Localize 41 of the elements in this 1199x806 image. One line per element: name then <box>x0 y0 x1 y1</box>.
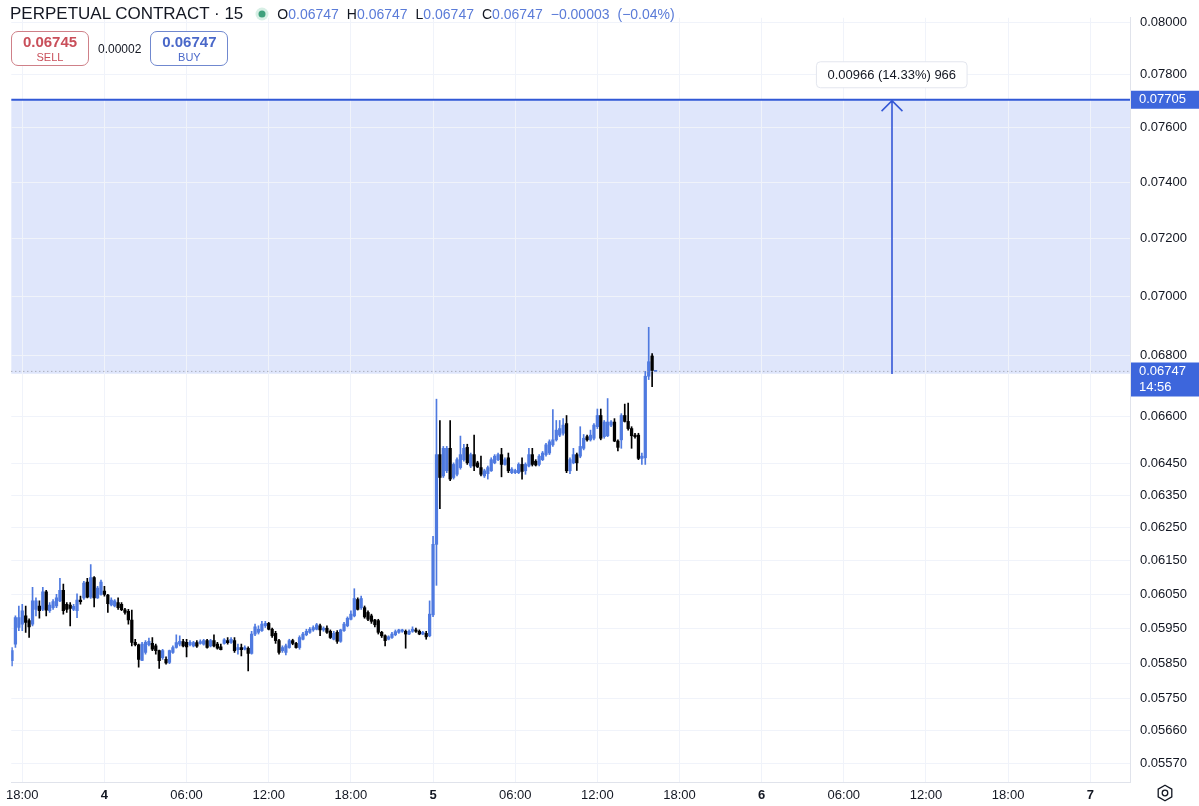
x-tick-label: 06:00 <box>170 787 203 803</box>
y-tick-label: 0.07800 <box>1140 66 1187 82</box>
y-tick-label: 0.07200 <box>1140 230 1187 246</box>
annotation: 0.06747 BUY <box>162 33 217 63</box>
ref-line-label: 0.07705 <box>1139 91 1186 107</box>
y-tick-label: 0.06150 <box>1140 552 1187 568</box>
x-tick-label: 7 <box>1086 787 1094 803</box>
y-tick-label: 0.05750 <box>1140 690 1187 706</box>
x-tick-label: 4 <box>100 787 109 803</box>
y-tick-label: 0.06600 <box>1140 408 1187 424</box>
x-tick-label: 06:00 <box>827 787 861 803</box>
y-tick-label: 0.05850 <box>1140 654 1187 670</box>
y-tick-label: 0.07000 <box>1140 287 1187 303</box>
y-tick-label: 0.05570 <box>1140 755 1187 771</box>
chart-title: PERPETUAL CONTRACT · 15 <box>10 4 244 24</box>
y-tick-label: 0.07600 <box>1140 119 1187 135</box>
x-tick-label: 5 <box>429 787 437 803</box>
annotation: 0.00002 <box>98 41 142 56</box>
annotation: 0.06745 SELL <box>22 33 78 63</box>
x-tick-label: 18:00 <box>334 787 368 803</box>
y-tick-label: 0.06450 <box>1140 455 1187 471</box>
y-tick-label: 0.05660 <box>1140 722 1187 738</box>
candlestick <box>68 602 72 627</box>
y-tick-label: 0.07400 <box>1140 173 1187 189</box>
y-tick-label: 0.06050 <box>1140 586 1187 602</box>
x-tick-label: 12:00 <box>252 787 286 803</box>
x-tick-label: 12:00 <box>581 787 614 803</box>
y-tick-label: 0.06800 <box>1140 346 1187 362</box>
ref-line-label: 0.06747 14:56 <box>1139 362 1186 394</box>
y-tick-label: 0.08000 <box>1140 14 1187 30</box>
x-tick-label: 6 <box>758 787 766 803</box>
y-tick-label: 0.06250 <box>1140 519 1187 535</box>
annotation: 0.00966 (14.33%) 966 <box>827 67 957 83</box>
x-tick-label: 12:00 <box>909 787 943 803</box>
x-tick-label: 18:00 <box>5 787 39 803</box>
x-tick-label: 06:00 <box>498 787 532 803</box>
y-tick-label: 0.05950 <box>1140 620 1187 636</box>
y-tick-label: 0.06350 <box>1140 487 1187 503</box>
x-tick-label: 18:00 <box>991 787 1025 803</box>
text: O0.06747 H0.06747 L0.06747 C0.06747 −0.00003 (−0.04%) <box>277 6 675 22</box>
x-tick-label: 18:00 <box>663 787 696 803</box>
